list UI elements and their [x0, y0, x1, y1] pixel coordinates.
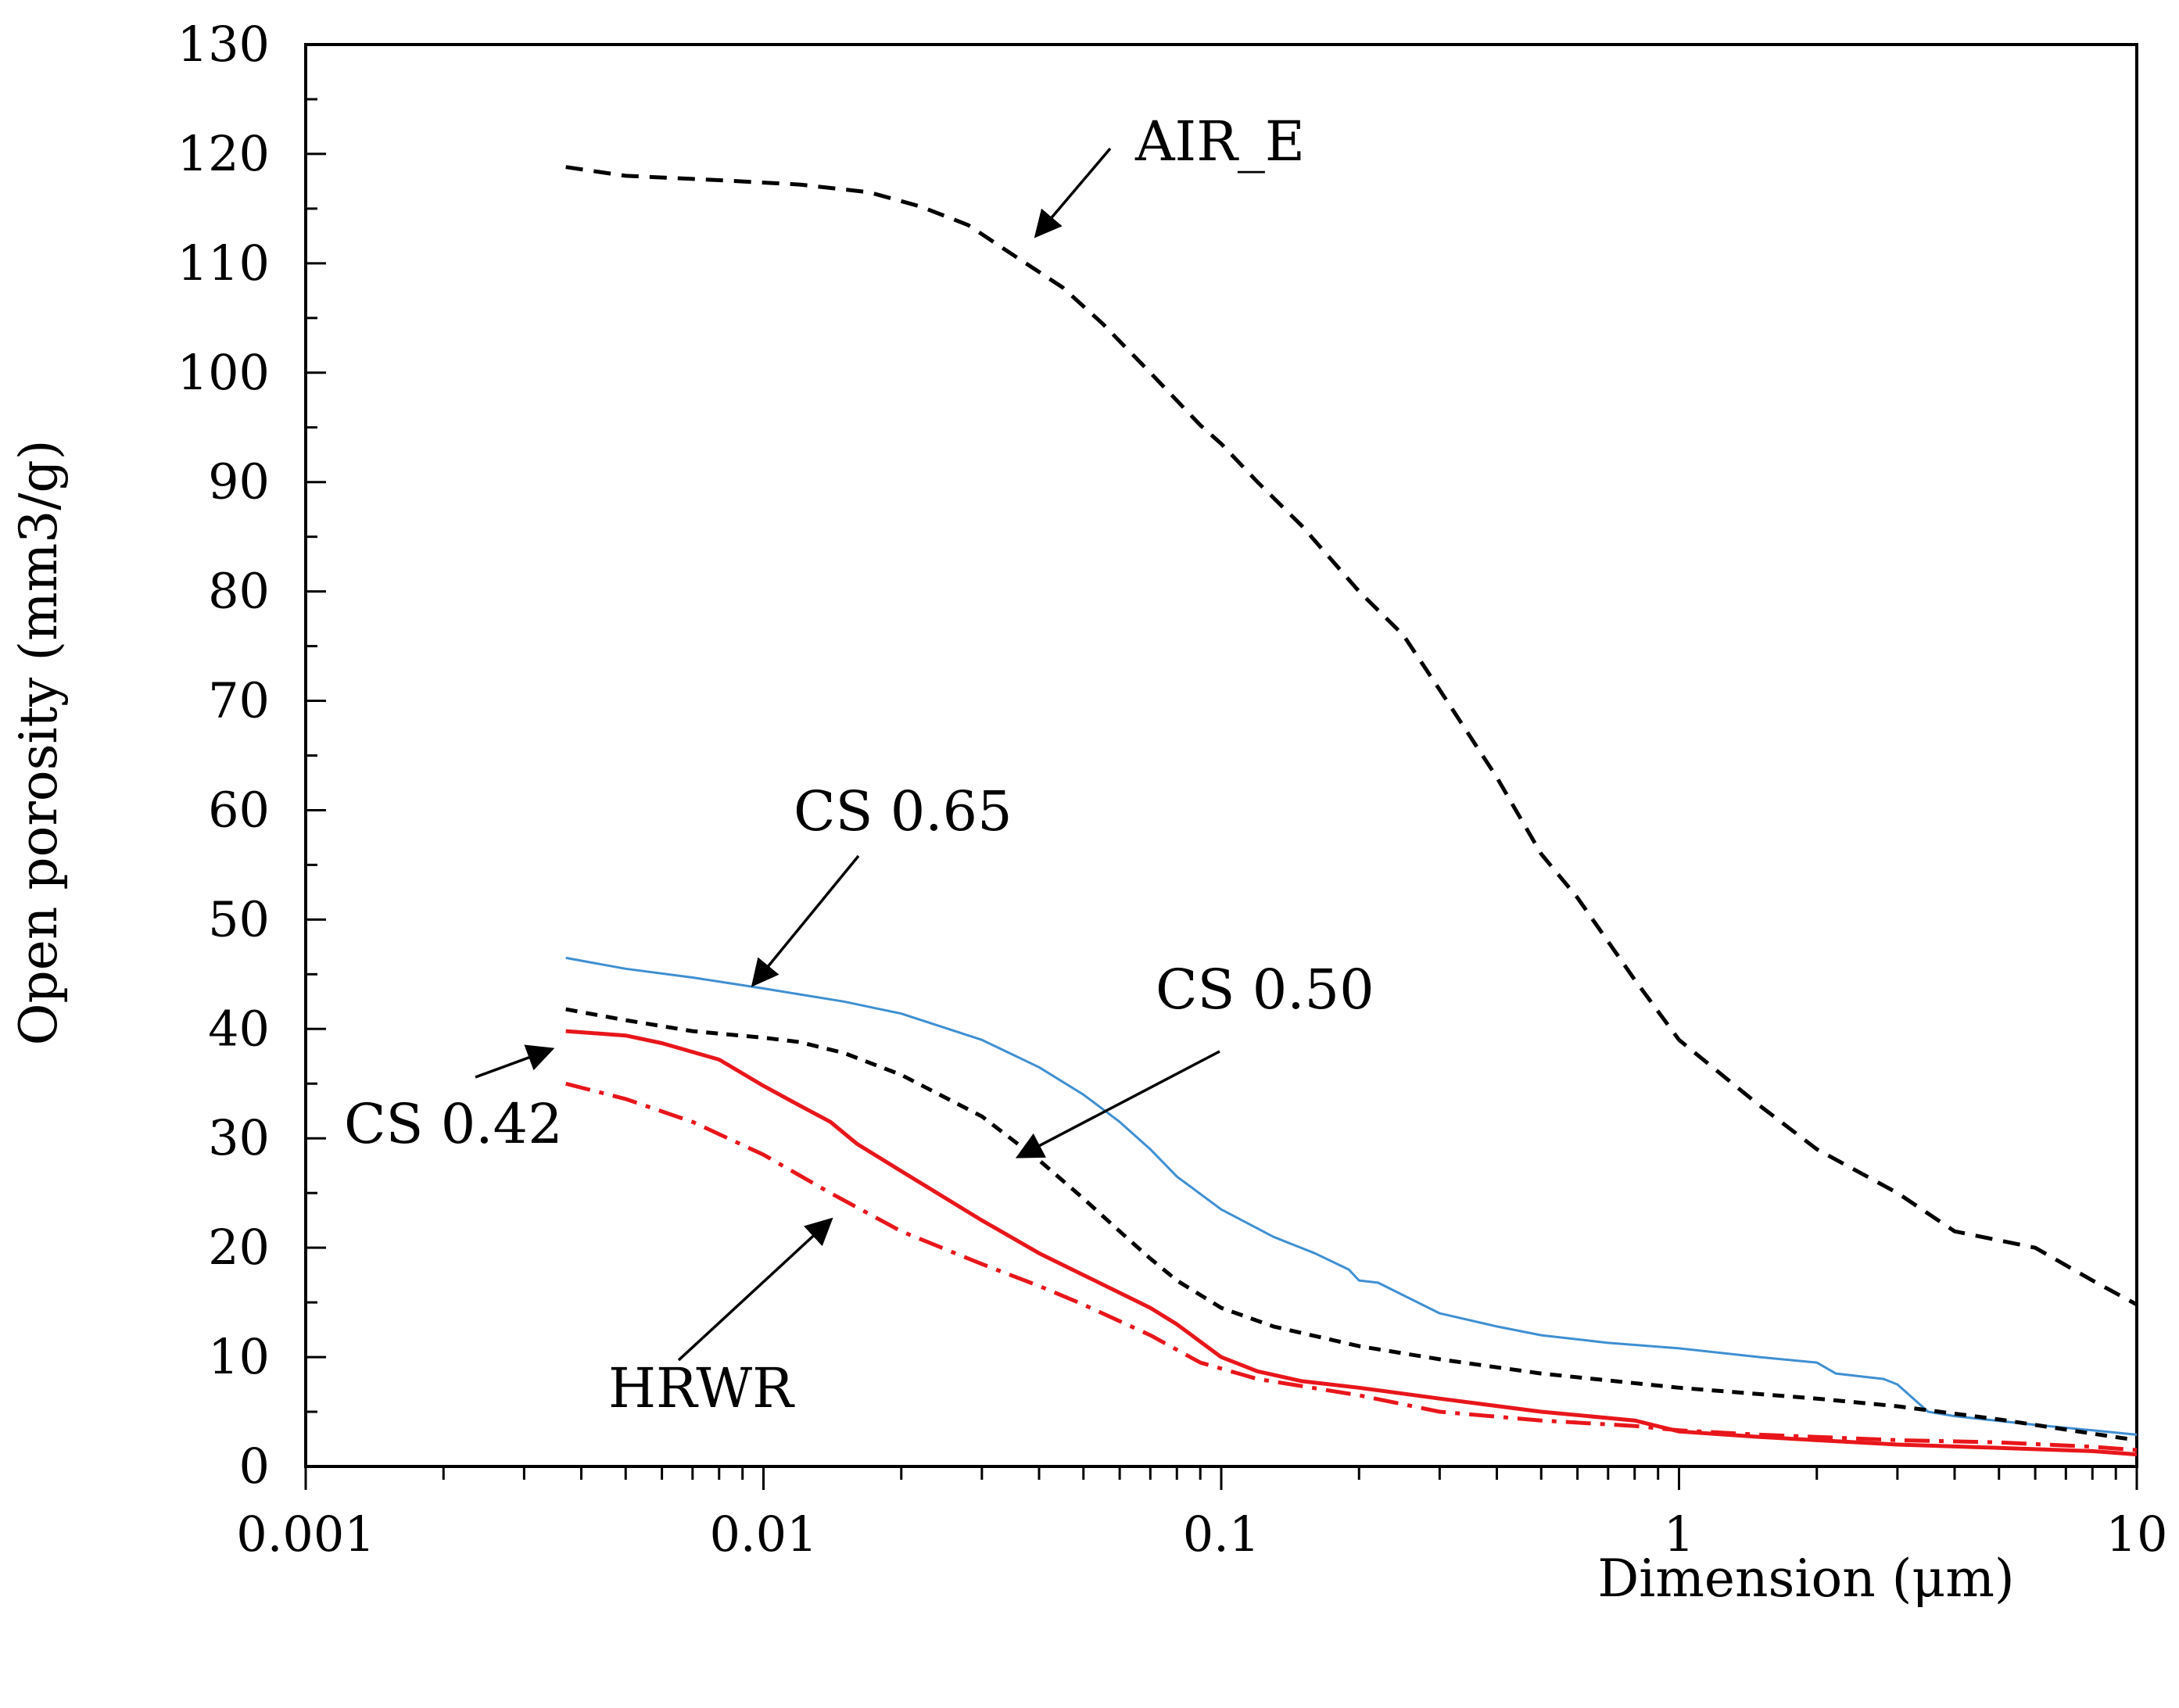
annotation-label-hrwr: HRWR — [608, 1356, 795, 1420]
y-tick-label: 50 — [208, 890, 270, 947]
y-tick-label: 90 — [208, 453, 270, 510]
annotation-arrow-cs-0-50 — [1015, 1050, 1220, 1158]
y-tick-label: 70 — [208, 672, 270, 729]
annotation-arrow-cs-0-42 — [475, 1044, 555, 1079]
series-line-cs-0-42 — [565, 1029, 2138, 1457]
y-tick-label: 110 — [177, 235, 270, 292]
y-tick-label: 10 — [208, 1328, 270, 1385]
annotation-arrow-cs-0-65 — [751, 854, 860, 987]
annotation-label-cs-0-50: CS 0.50 — [1156, 958, 1374, 1022]
annotation-label-air-e: AIR_E — [1134, 109, 1305, 174]
y-axis-title: Open porosity (mm3/g) — [9, 439, 69, 1045]
annotation-label-cs-0-65: CS 0.65 — [794, 779, 1012, 843]
x-tick-label: 1 — [1664, 1506, 1694, 1563]
annotation-label-cs-0-42: CS 0.42 — [344, 1092, 563, 1156]
series-line-cs-0-50 — [565, 1007, 2138, 1442]
x-tick-label: 0.01 — [709, 1506, 817, 1563]
series-line-air-e — [565, 165, 2138, 1307]
x-axis-title: Dimension (μm) — [1597, 1549, 2014, 1609]
y-tick-label: 120 — [177, 125, 270, 182]
y-tick-label: 100 — [177, 344, 270, 401]
x-tick-label: 10 — [2106, 1506, 2168, 1563]
series-line-hrwr — [565, 1081, 2138, 1452]
x-tick-label: 0.1 — [1183, 1506, 1260, 1563]
plot-area-border — [304, 43, 2138, 1468]
y-tick-label: 20 — [208, 1219, 270, 1276]
annotation-arrow-hrwr — [677, 1217, 833, 1362]
annotation-arrow-air-e — [1034, 147, 1112, 238]
series-line-cs-0-65 — [565, 956, 2138, 1436]
y-tick-label: 40 — [208, 1000, 270, 1057]
y-tick-label: 60 — [208, 781, 270, 838]
y-tick-label: 130 — [177, 16, 270, 73]
x-tick-label: 0.001 — [236, 1506, 375, 1563]
y-tick-label: 80 — [208, 563, 270, 620]
y-tick-label: 0 — [239, 1438, 270, 1495]
y-tick-label: 30 — [208, 1109, 270, 1166]
